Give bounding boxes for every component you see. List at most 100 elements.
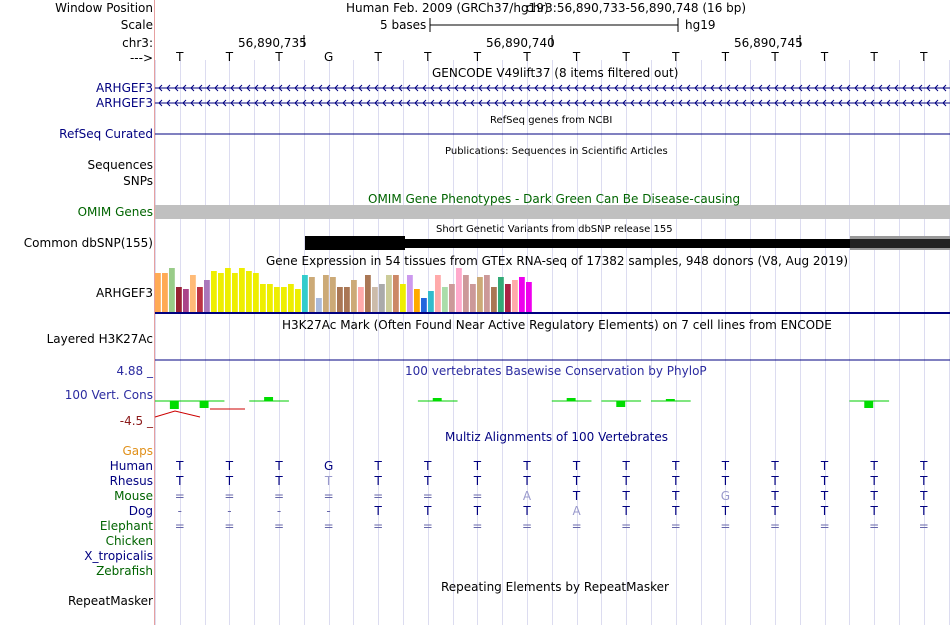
alignment-base: T (175, 459, 184, 473)
gtex-bar (449, 284, 455, 312)
alignment-base: T (374, 459, 383, 473)
gtex-bar (470, 284, 476, 312)
alignment-base: = (175, 519, 185, 533)
species-label-xtropicalis[interactable]: X_tropicalis (84, 549, 153, 563)
base-letter: T (374, 50, 383, 64)
phylop-track-title[interactable]: 100 vertebrates Basewise Conservation by… (405, 364, 707, 378)
phylop-bar (432, 398, 442, 401)
phylop-bar (665, 399, 675, 401)
position-readout: chr3:56,890,733-56,890,748 (16 bp) (526, 1, 747, 15)
alignment-base: = (472, 489, 482, 503)
omim-track-label[interactable]: OMIM Genes (77, 205, 153, 219)
phylop-bar (264, 397, 274, 401)
species-label-rhesus[interactable]: Rhesus (109, 474, 153, 488)
gtex-bar (379, 284, 385, 312)
species-label-elephant[interactable]: Elephant (99, 519, 153, 533)
gtex-track-title[interactable]: Gene Expression in 54 tissues from GTEx … (266, 254, 849, 268)
snps-track-label[interactable]: SNPs (123, 174, 153, 188)
alignment-base: T (324, 474, 333, 488)
coord-tick-label: 56,890,740 (486, 36, 555, 50)
gaps-label[interactable]: Gaps (122, 444, 153, 458)
base-letter: T (423, 50, 432, 64)
h3k27ac-track-label[interactable]: Layered H3K27Ac (46, 332, 153, 346)
species-label-zebrafish[interactable]: Zebrafish (96, 564, 153, 578)
gencode-item-label[interactable]: ARHGEF3 (96, 96, 153, 110)
gtex-bar (456, 268, 462, 312)
gtex-bar (225, 268, 231, 312)
alignment-base: = (472, 519, 482, 533)
gtex-bar (302, 275, 308, 312)
alignment-base: = (324, 519, 334, 533)
gencode-track-title[interactable]: GENCODE V49lift37 (8 items filtered out) (432, 66, 679, 80)
gtex-bar (484, 275, 490, 312)
refseq-track-title[interactable]: RefSeq genes from NCBI (490, 115, 613, 126)
phylop-bar (566, 398, 576, 401)
gtex-gene-label[interactable]: ARHGEF3 (96, 286, 153, 300)
gtex-bar (288, 284, 294, 312)
alignment-base: T (274, 474, 283, 488)
alignment-base: T (671, 504, 680, 518)
species-label-human[interactable]: Human (109, 459, 153, 473)
base-letter: T (671, 50, 680, 64)
multiz-track-title[interactable]: Multiz Alignments of 100 Vertebrates (445, 430, 669, 444)
alignment-base: T (671, 474, 680, 488)
base-letter: T (225, 50, 234, 64)
phylop-bar (169, 401, 179, 409)
gtex-bar (442, 287, 448, 312)
alignment-base: T (870, 474, 879, 488)
gtex-bar (295, 289, 301, 312)
alignment-base: = (423, 519, 433, 533)
species-label-mouse[interactable]: Mouse (114, 489, 153, 503)
refseq-track-label[interactable]: RefSeq Curated (59, 127, 153, 141)
rmsk-track-title[interactable]: Repeating Elements by RepeatMasker (441, 580, 669, 594)
dbsnp-track-title[interactable]: Short Genetic Variants from dbSNP releas… (436, 224, 673, 235)
chrom-label: chr3: (122, 36, 153, 50)
rmsk-track-label[interactable]: RepeatMasker (67, 594, 153, 608)
phylop-track-label[interactable]: 100 Vert. Cons (64, 388, 153, 402)
gtex-bar (176, 287, 182, 312)
alignment-base: T (473, 474, 482, 488)
gtex-bar (274, 287, 280, 312)
alignment-base: G (324, 459, 333, 473)
alignment-base: T (919, 459, 928, 473)
gtex-bar (512, 280, 518, 312)
gtex-bar (386, 275, 392, 312)
dbsnp-bar (850, 239, 950, 248)
gtex-bar (155, 273, 161, 312)
gtex-bar (421, 298, 427, 312)
h3k27ac-track-title[interactable]: H3K27Ac Mark (Often Found Near Active Re… (282, 318, 832, 332)
alignment-base: = (224, 519, 234, 533)
alignment-base: = (671, 519, 681, 533)
alignment-base: = (770, 519, 780, 533)
alignment-base: T (671, 489, 680, 503)
species-label-chicken[interactable]: Chicken (105, 534, 153, 548)
alignment-base: G (721, 489, 730, 503)
alignment-base: = (621, 519, 631, 533)
alignment-base: T (870, 489, 879, 503)
gtex-bar (232, 273, 238, 312)
gencode-item-label[interactable]: ARHGEF3 (96, 81, 153, 95)
gtex-bar (267, 284, 273, 312)
alignment-base: T (374, 504, 383, 518)
alignment-base: - (326, 504, 330, 518)
alignment-base: T (225, 459, 234, 473)
alignment-base: T (820, 504, 829, 518)
strand-chevrons (158, 84, 947, 92)
alignment-base: = (175, 489, 185, 503)
omim-track-title[interactable]: OMIM Gene Phenotypes - Dark Green Can Be… (368, 192, 741, 206)
species-label-dog[interactable]: Dog (128, 504, 153, 518)
pubs-track-title[interactable]: Publications: Sequences in Scientific Ar… (445, 146, 668, 157)
alignment-base: T (721, 459, 730, 473)
pubs-track-label[interactable]: Sequences (87, 158, 153, 172)
base-letter: T (473, 50, 482, 64)
gtex-bar (428, 291, 434, 312)
gtex-bar (204, 280, 210, 312)
alignment-base: T (423, 459, 432, 473)
gtex-bar (526, 282, 532, 312)
alignment-base: = (572, 519, 582, 533)
dbsnp-track-label[interactable]: Common dbSNP(155) (23, 236, 153, 250)
gtex-bar (400, 284, 406, 312)
phylop-max-label: 4.88 _ (116, 364, 153, 378)
base-letter: T (721, 50, 730, 64)
